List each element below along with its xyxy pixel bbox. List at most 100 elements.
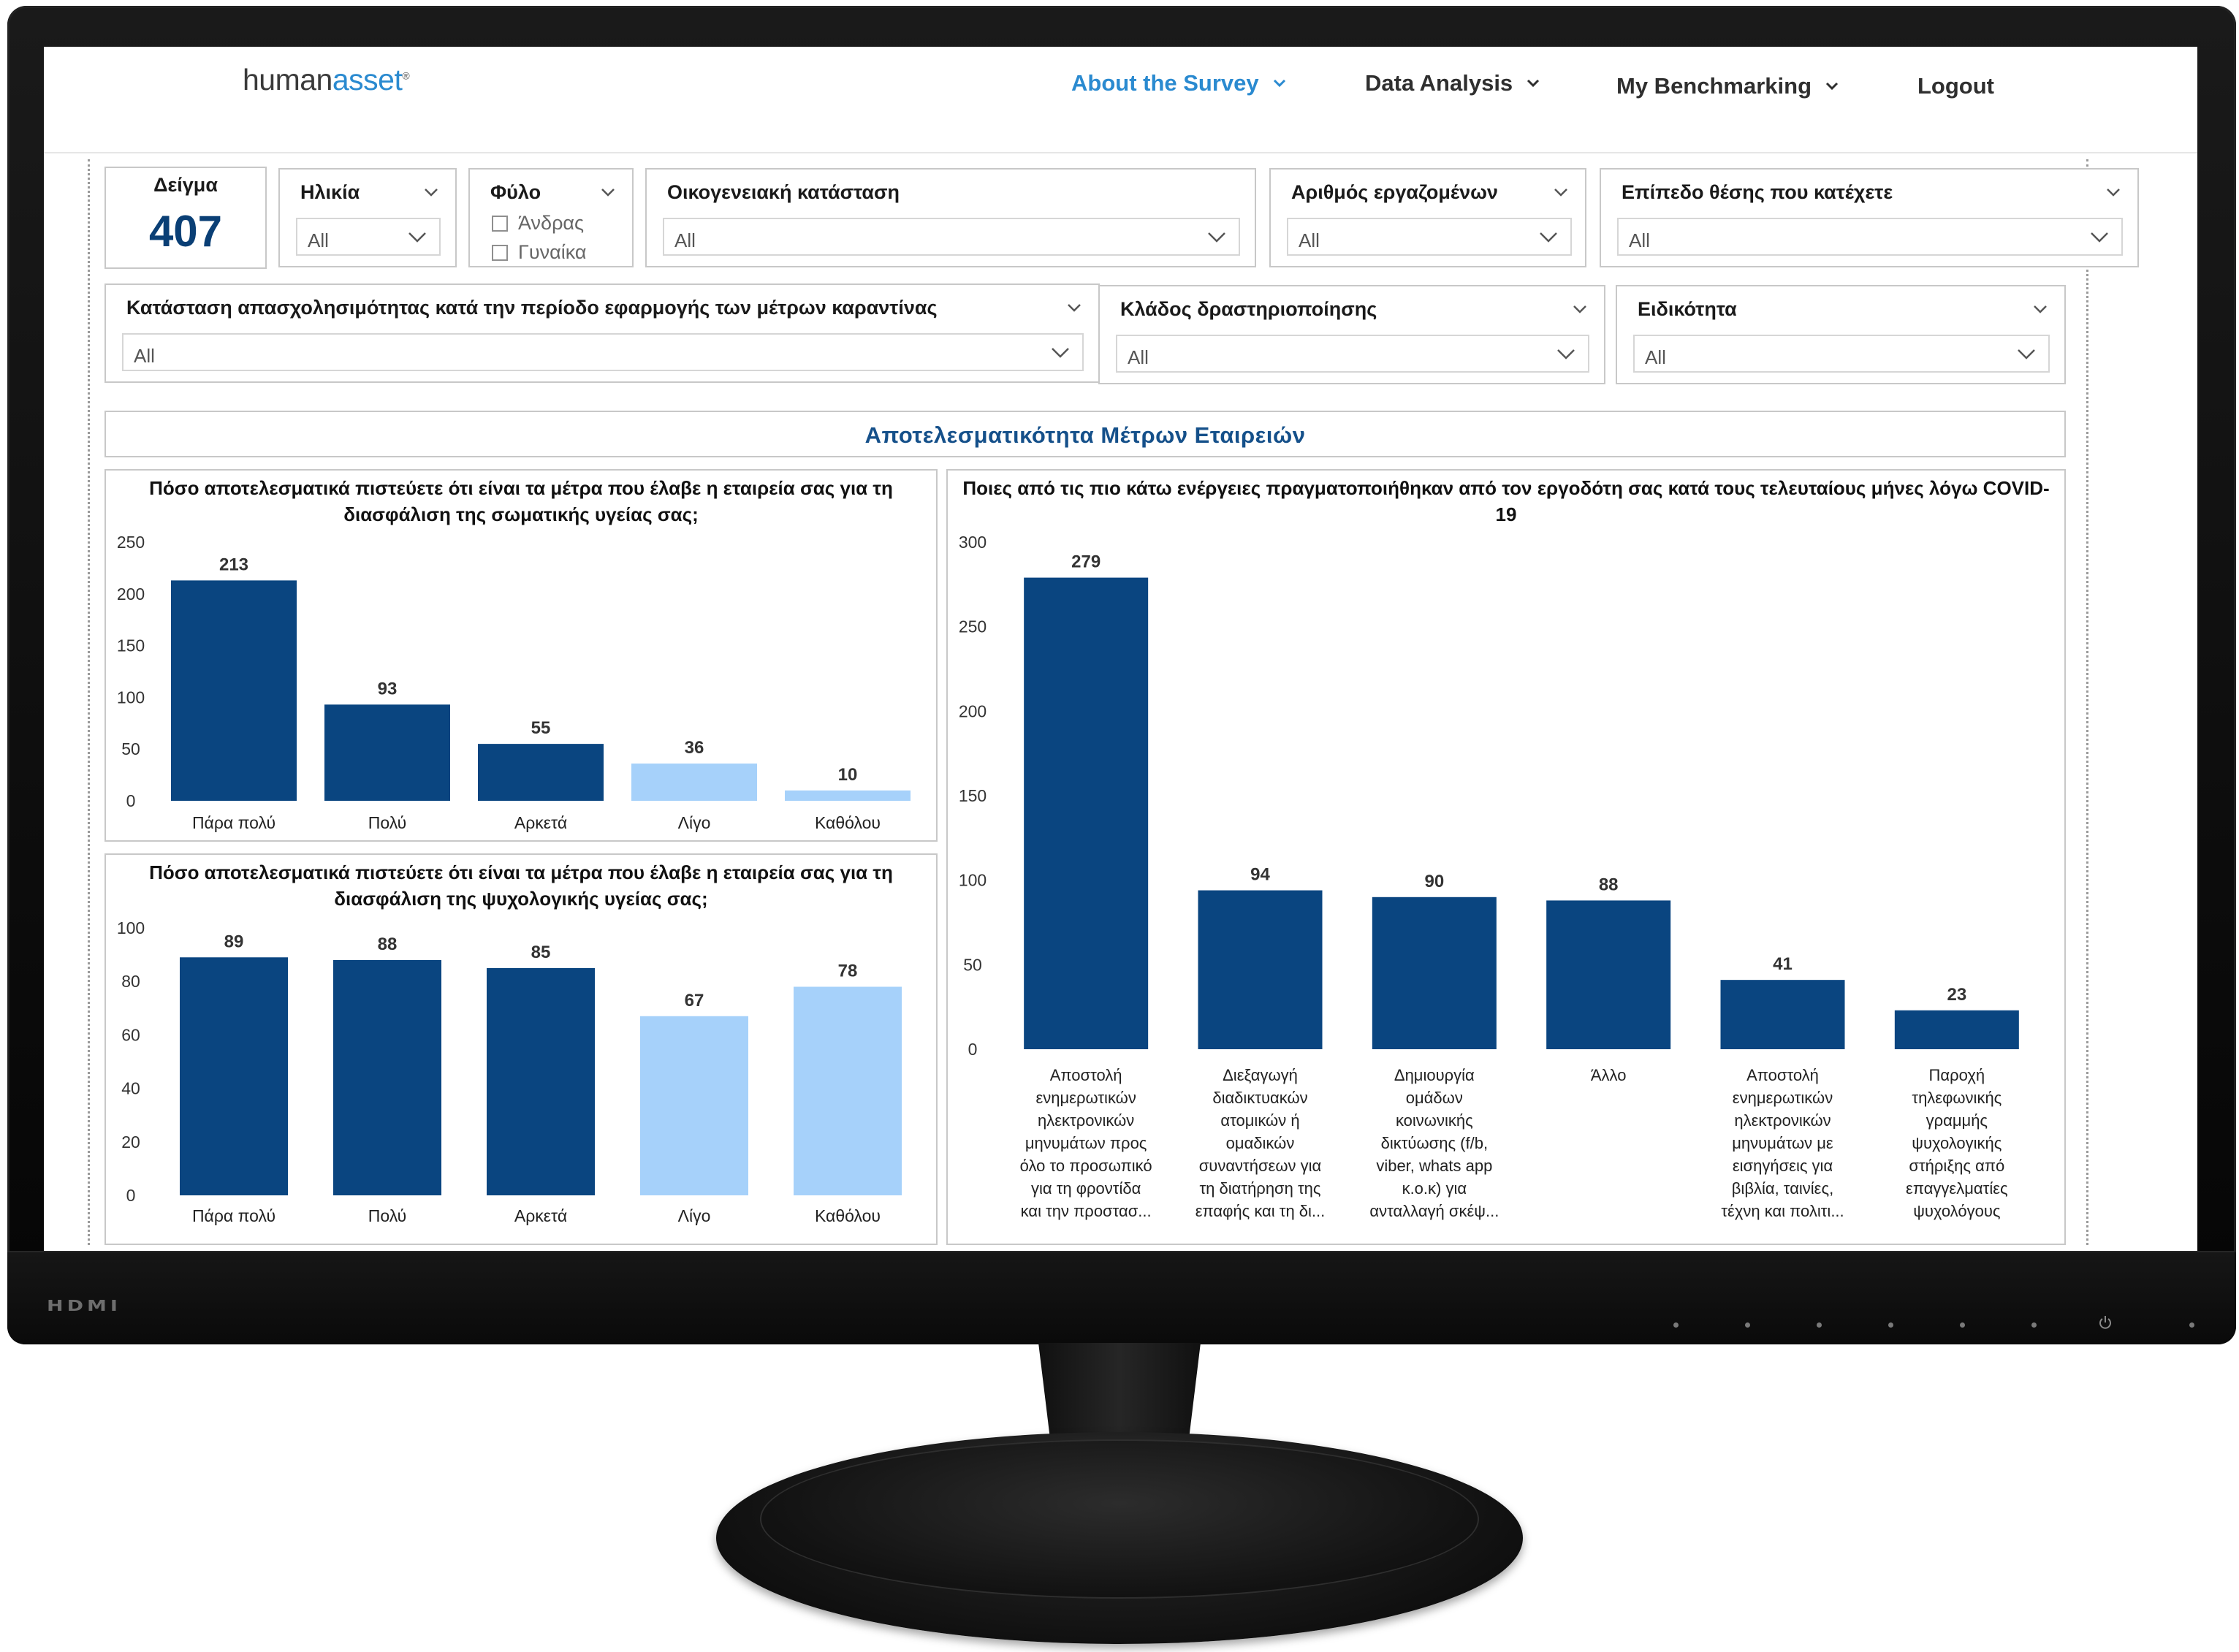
slicer-sector-value: All: [1128, 346, 1149, 368]
chevron-down-icon: [2091, 232, 2108, 243]
nav-about-the-survey[interactable]: About the Survey: [1071, 70, 1287, 96]
nav-benchmarking-label: My Benchmarking: [1616, 73, 1812, 99]
monitor-button-3[interactable]: [1817, 1322, 1822, 1328]
slicer-employment-dropdown[interactable]: All: [122, 333, 1084, 371]
monitor-chin: [7, 1251, 2236, 1344]
x-category-label: Αποστολή ενημερωτικών ηλεκτρονικών μηνυμάτω…: [1703, 1064, 1863, 1222]
kpi-sample-card: Δείγμα 407: [104, 167, 267, 269]
data-label: 279: [1071, 552, 1101, 572]
bar[interactable]: [1372, 897, 1497, 1049]
x-category-label-line: γραμμής: [1926, 1111, 1988, 1130]
x-category-label-line: viber, whats app: [1376, 1157, 1493, 1175]
bar[interactable]: [1024, 577, 1149, 1049]
bar[interactable]: [171, 580, 297, 801]
y-tick-label: 0: [126, 791, 136, 810]
nav-logout[interactable]: Logout: [1917, 73, 1994, 99]
slicer-position-dropdown[interactable]: All: [1617, 218, 2123, 256]
bar[interactable]: [1894, 1010, 2019, 1049]
x-category-label-line: ανταλλαγή σκέψ...: [1369, 1202, 1499, 1220]
x-category-label: Αρκετά: [514, 1206, 567, 1225]
x-category-label-line: ατομικών ή: [1220, 1111, 1300, 1130]
chart-svg: 0 50 100 150 200 250 300 279 94 90 88 41 23: [959, 533, 2019, 1059]
nav-my-benchmarking[interactable]: My Benchmarking: [1616, 73, 1839, 99]
chevron-down-icon[interactable]: [1572, 304, 1588, 314]
x-category-label-line: μηνυμάτων προς: [1025, 1134, 1147, 1152]
chart-svg: 0 20 40 60 80 100 89 Πάρα πολύ 88 Πολύ 85 Αρκετά 67 Λ…: [117, 918, 902, 1225]
bar[interactable]: [333, 959, 441, 1195]
monitor-button-4[interactable]: [1888, 1322, 1893, 1328]
nav-logout-label: Logout: [1917, 73, 1995, 99]
chevron-down-icon: [1527, 79, 1540, 88]
data-label: 85: [531, 943, 551, 962]
chevron-down-icon: [1540, 232, 1557, 243]
slicer-sector-dropdown[interactable]: All: [1116, 335, 1589, 373]
y-tick-label: 50: [121, 739, 140, 758]
chevron-down-icon[interactable]: [1553, 187, 1569, 197]
chart-svg: 0 50 100 150 200 250 213 Πάρα πολύ 93 Πολύ 55 Αρκετ…: [117, 533, 911, 832]
x-category-label-line: ομάδων: [1405, 1089, 1463, 1107]
logo-registered-mark: ®: [402, 69, 410, 82]
gender-option-male[interactable]: Άνδρας: [492, 212, 584, 235]
bar[interactable]: [487, 967, 595, 1195]
slicer-employees-title: Αριθμός εργαζομένων: [1291, 181, 1498, 203]
humanasset-logo[interactable]: humanasset®: [243, 63, 410, 97]
bar[interactable]: [1720, 980, 1845, 1049]
monitor-button-2[interactable]: [1745, 1322, 1750, 1328]
x-category-label: Καθόλου: [815, 813, 881, 832]
x-category-label-line: Αποστολή: [1746, 1066, 1819, 1084]
hdmi-logo: HDMI: [47, 1297, 121, 1315]
monitor-button-5[interactable]: [1960, 1322, 1965, 1328]
x-category-label-line: όλο το προσωπικό: [1019, 1157, 1152, 1175]
slicer-position-value: All: [1629, 229, 1650, 251]
power-icon[interactable]: [2099, 1315, 2112, 1330]
nav-data-analysis[interactable]: Data Analysis: [1365, 70, 1540, 96]
x-category-label-line: ψυχολογικής: [1912, 1134, 2002, 1152]
y-tick-label: 250: [959, 617, 987, 636]
chart-psychological-health: Πόσο αποτελεσματικά πιστεύετε ότι είναι …: [104, 853, 938, 1245]
chevron-down-icon[interactable]: [423, 187, 439, 197]
slicer-age-dropdown[interactable]: All: [296, 218, 441, 256]
x-category-label-line: εισηγήσεις για: [1732, 1157, 1833, 1175]
checkbox-male[interactable]: [492, 215, 508, 232]
section-header: Αποτελεσματικότητα Μέτρων Εταιρειών: [104, 411, 2066, 457]
data-label: 10: [838, 765, 858, 785]
x-category-label-line: μηνυμάτων με: [1732, 1134, 1833, 1152]
chevron-down-icon: [408, 232, 426, 243]
bar[interactable]: [794, 986, 902, 1195]
chevron-down-icon[interactable]: [2032, 304, 2048, 314]
bar[interactable]: [478, 744, 604, 801]
x-category-label: Πολύ: [368, 1206, 407, 1225]
slicer-sector-title: Κλάδος δραστηριοποίησης: [1120, 298, 1377, 320]
x-category-label: Αρκετά: [514, 813, 567, 832]
logo-text-asset: asset: [332, 63, 403, 96]
chevron-down-icon[interactable]: [1066, 302, 1082, 313]
y-tick-label: 200: [117, 585, 145, 604]
bar[interactable]: [324, 704, 450, 801]
x-category-label-line: ενημερωτικών: [1732, 1089, 1833, 1107]
monitor-button-6[interactable]: [2031, 1322, 2037, 1328]
monitor-button-1[interactable]: [1673, 1322, 1679, 1328]
bar[interactable]: [1546, 900, 1671, 1049]
chevron-down-icon[interactable]: [600, 187, 616, 197]
bar[interactable]: [640, 1016, 748, 1195]
data-label: 94: [1250, 865, 1270, 885]
bar[interactable]: [1198, 890, 1323, 1049]
bar[interactable]: [631, 764, 757, 801]
monitor-status-led: [2189, 1322, 2194, 1328]
chevron-down-icon[interactable]: [2105, 187, 2121, 197]
y-tick-label: 100: [959, 871, 987, 890]
x-category-label: Πολύ: [368, 813, 407, 832]
checkbox-female[interactable]: [492, 244, 508, 261]
bar[interactable]: [785, 790, 911, 801]
gender-option-female[interactable]: Γυναίκα: [492, 241, 587, 264]
slicer-employment-value: All: [134, 345, 155, 367]
chart-psychological-health-title: Πόσο αποτελεσματικά πιστεύετε ότι είναι …: [149, 861, 893, 910]
slicer-marital-title: Οικογενειακή κατάσταση: [667, 181, 900, 203]
screen: humanasset® About the Survey Data Analys…: [44, 47, 2197, 1251]
slicer-employees-dropdown[interactable]: All: [1287, 218, 1572, 256]
slicer-specialty-dropdown[interactable]: All: [1633, 335, 2050, 373]
chevron-down-icon: [1052, 348, 1069, 358]
slicer-marital-dropdown[interactable]: All: [663, 218, 1240, 256]
bar[interactable]: [180, 957, 288, 1195]
slicer-age: Ηλικία All: [278, 168, 457, 267]
